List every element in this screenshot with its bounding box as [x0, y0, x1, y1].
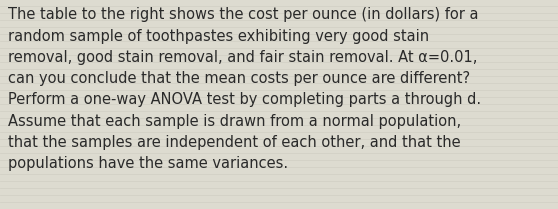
- Text: The table to the right shows the cost per ounce (in dollars) for a
random sample: The table to the right shows the cost pe…: [8, 7, 482, 171]
